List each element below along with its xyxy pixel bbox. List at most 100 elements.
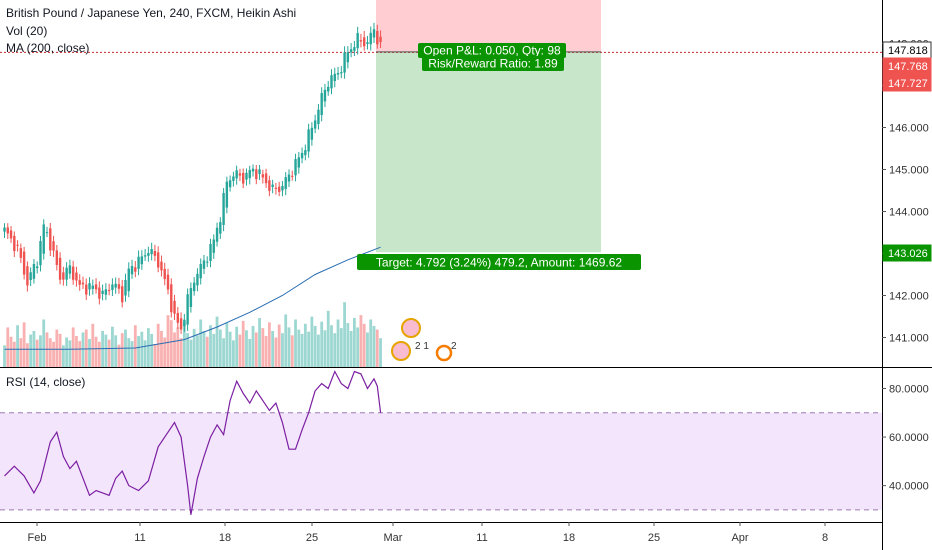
open-pnl-badge[interactable]: Open P&L: 0.050, Qty: 98 [418, 43, 566, 58]
candle[interactable] [268, 175, 271, 197]
calendar-event-icon[interactable] [435, 344, 453, 362]
candle[interactable] [130, 259, 134, 279]
candle[interactable] [376, 24, 379, 49]
ma-line[interactable] [4, 246, 381, 350]
candle[interactable] [287, 169, 291, 187]
candle[interactable] [173, 294, 176, 320]
candle[interactable] [58, 252, 62, 285]
candle[interactable] [366, 35, 369, 50]
candle[interactable] [232, 171, 235, 187]
candle[interactable] [117, 277, 121, 294]
candle[interactable] [327, 80, 330, 96]
candle[interactable] [363, 31, 366, 51]
candle[interactable] [137, 250, 140, 276]
rsi-line[interactable] [4, 370, 382, 515]
candle[interactable] [206, 256, 209, 268]
candle[interactable] [297, 152, 300, 174]
candle[interactable] [238, 168, 242, 182]
candle[interactable] [143, 249, 147, 261]
candle[interactable] [101, 284, 104, 301]
candle[interactable] [22, 246, 26, 280]
candle[interactable] [222, 188, 225, 232]
legend-ma[interactable]: MA (200, close) [6, 41, 90, 55]
candle[interactable] [346, 46, 350, 69]
candle[interactable] [235, 165, 238, 185]
candle[interactable] [71, 260, 75, 285]
candle[interactable] [42, 219, 45, 260]
candle[interactable] [127, 262, 130, 298]
legend-volume[interactable]: Vol (20) [6, 24, 48, 38]
candle[interactable] [179, 312, 183, 334]
candle[interactable] [359, 33, 363, 48]
candle[interactable] [85, 278, 88, 300]
candle[interactable] [104, 283, 108, 301]
candle[interactable] [245, 168, 248, 186]
candle[interactable] [199, 258, 202, 285]
candle[interactable] [6, 223, 9, 239]
candle[interactable] [202, 254, 206, 275]
candle[interactable] [215, 222, 219, 247]
candle[interactable] [284, 172, 287, 196]
uk-flag-icon[interactable] [401, 318, 421, 338]
candle[interactable] [255, 165, 258, 185]
candle[interactable] [150, 242, 153, 261]
candle[interactable] [291, 170, 294, 181]
candle[interactable] [183, 313, 186, 332]
candle[interactable] [333, 67, 336, 88]
candle[interactable] [258, 164, 261, 181]
event-badges[interactable]: 2 1 2 [391, 318, 457, 362]
candle[interactable] [261, 169, 265, 184]
risk-reward-badge[interactable]: Risk/Reward Ratio: 1.89 [422, 56, 564, 71]
candle[interactable] [98, 281, 101, 305]
candle[interactable] [68, 259, 72, 279]
candle[interactable] [304, 144, 307, 161]
candle[interactable] [3, 223, 6, 238]
candle[interactable] [349, 43, 353, 58]
candle[interactable] [317, 103, 320, 130]
candle[interactable] [163, 262, 166, 286]
candle[interactable] [45, 226, 49, 238]
candle[interactable] [369, 26, 372, 51]
candle[interactable] [91, 279, 94, 295]
candle[interactable] [248, 165, 251, 185]
candle[interactable] [277, 181, 281, 197]
candle[interactable] [78, 274, 81, 291]
candle[interactable] [379, 30, 382, 48]
candle[interactable] [39, 235, 42, 272]
candle[interactable] [36, 261, 39, 274]
candle[interactable] [196, 268, 199, 292]
candle[interactable] [147, 246, 150, 262]
target-badge[interactable]: Target: 4.792 (3.24%) 479.2, Amount: 146… [357, 254, 641, 270]
candle[interactable] [29, 267, 32, 287]
candle[interactable] [9, 226, 13, 243]
candle[interactable] [323, 83, 327, 108]
candle[interactable] [264, 168, 268, 188]
candle[interactable] [75, 266, 78, 287]
candle[interactable] [140, 250, 144, 270]
candle[interactable] [300, 147, 304, 164]
candle[interactable] [153, 244, 157, 262]
candle[interactable] [274, 182, 278, 195]
candle[interactable] [156, 246, 160, 273]
legend-symbol[interactable]: British Pound / Japanese Yen, 240, FXCM,… [6, 6, 297, 20]
candle[interactable] [166, 268, 170, 295]
candle[interactable] [372, 22, 376, 44]
candle[interactable] [320, 87, 323, 122]
candle[interactable] [176, 307, 180, 329]
candle[interactable] [16, 240, 19, 252]
candle[interactable] [52, 235, 55, 257]
candle[interactable] [313, 114, 317, 134]
candle[interactable] [121, 279, 124, 308]
candle[interactable] [281, 181, 284, 197]
candle[interactable] [189, 282, 193, 313]
candle[interactable] [353, 40, 356, 56]
candle[interactable] [225, 176, 229, 214]
candle[interactable] [55, 244, 59, 271]
candle[interactable] [170, 278, 173, 318]
candle[interactable] [330, 69, 333, 95]
take-profit-zone[interactable] [376, 51, 601, 253]
candle[interactable] [192, 277, 196, 296]
candle[interactable] [242, 168, 245, 189]
candle[interactable] [186, 288, 189, 331]
